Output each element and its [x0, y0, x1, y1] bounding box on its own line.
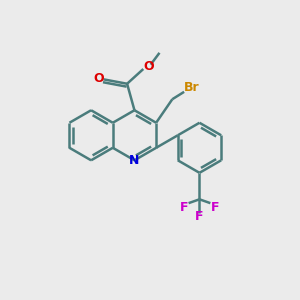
- Text: Br: Br: [184, 81, 199, 94]
- Text: F: F: [211, 201, 219, 214]
- Text: N: N: [129, 154, 140, 167]
- Text: F: F: [180, 201, 188, 214]
- Text: O: O: [143, 60, 154, 73]
- Text: O: O: [93, 72, 104, 85]
- Text: F: F: [195, 211, 204, 224]
